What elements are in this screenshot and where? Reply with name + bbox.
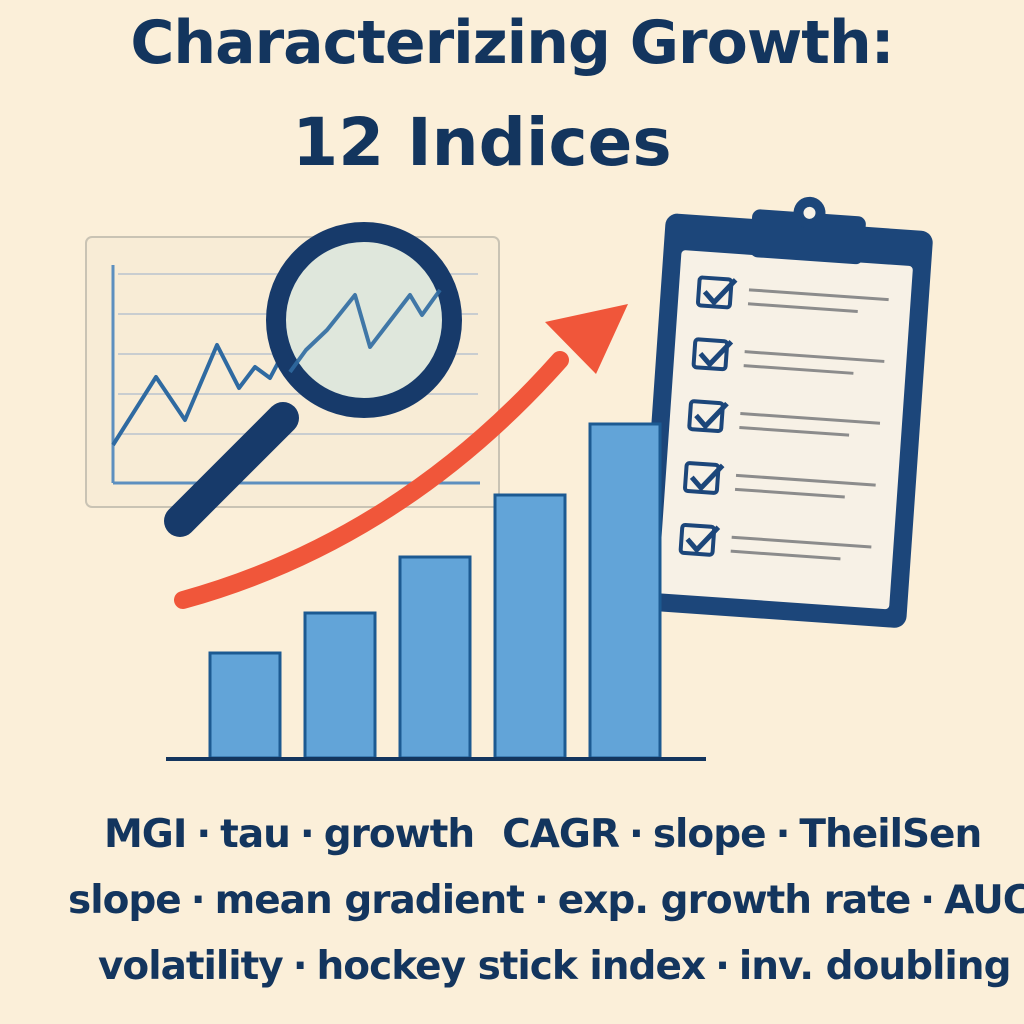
index-label: exp. growth rate (557, 878, 912, 923)
index-label: TheilSen (799, 812, 982, 857)
separator: · (299, 812, 315, 857)
title-line-1: Characterizing Growth: (130, 8, 894, 78)
index-label: MGI (104, 812, 187, 857)
index-label: mean gradient (214, 878, 525, 923)
growth-arrow-icon (174, 304, 628, 609)
bar-chart (166, 422, 706, 761)
separator: · (715, 944, 730, 989)
separator: · (628, 812, 644, 857)
bar-3 (398, 555, 472, 760)
separator: · (190, 878, 206, 923)
index-label: tau (220, 812, 291, 857)
index-label: slope (652, 812, 767, 857)
index-label: slope (68, 878, 182, 923)
index-label: volatility (98, 944, 284, 989)
bar-2 (303, 611, 377, 760)
separator: · (920, 878, 935, 923)
index-label: inv. doubling (738, 944, 1012, 989)
checklist-items (678, 275, 889, 561)
clipboard-checklist-icon (639, 196, 933, 628)
indices-row-1: MGI · tau · growth CAGR · slope · TheilSen (104, 812, 1024, 857)
separator: · (775, 812, 791, 857)
index-label: growth (323, 812, 475, 857)
separator: · (292, 944, 308, 989)
separator: · (533, 878, 549, 923)
separator: · (196, 812, 211, 857)
title-line-2: 12 Indices (292, 104, 672, 181)
indices-row-2: slope · mean gradient · exp. growth rate · AUC (68, 878, 1024, 923)
bar-5 (588, 422, 662, 760)
index-label: CAGR (502, 812, 620, 857)
magnifying-glass-icon (164, 222, 462, 537)
index-label: AUC (944, 878, 1024, 923)
bar-1 (208, 651, 282, 760)
bar-4 (493, 493, 567, 760)
indices-row-3: volatility · hockey stick index · inv. doubl… (98, 944, 1024, 989)
index-label: hockey stick index (316, 944, 707, 989)
